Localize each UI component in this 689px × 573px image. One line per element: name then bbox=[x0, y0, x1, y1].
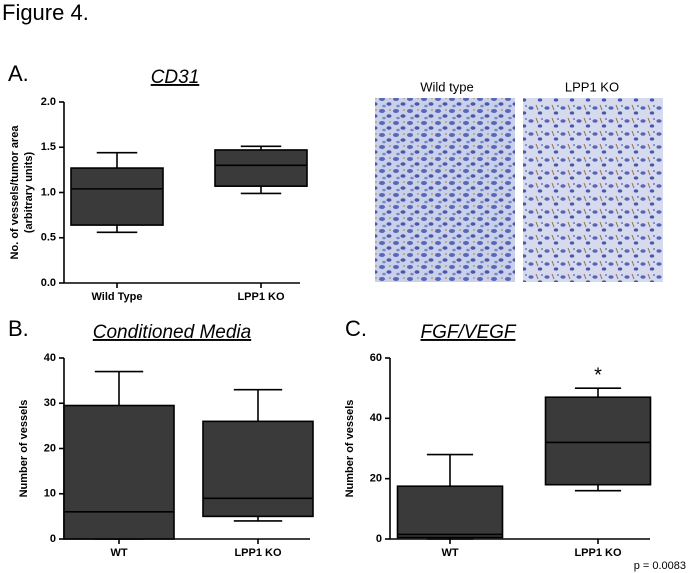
x-tick-label: Wild Type bbox=[91, 291, 142, 303]
chart-title: FGF/VEGF bbox=[421, 322, 517, 343]
box bbox=[396, 485, 504, 539]
y-tick-label: 1.0 bbox=[41, 186, 56, 198]
y-axis-label-line: No. of vessels/tumor area bbox=[9, 125, 21, 260]
chart-title: Conditioned Media bbox=[93, 322, 251, 343]
figure-title: Figure 4. bbox=[2, 0, 89, 25]
micrograph-label: LPP1 KO bbox=[565, 79, 619, 94]
y-tick-label: 40 bbox=[370, 412, 382, 424]
chart-title: CD31 bbox=[151, 67, 200, 88]
micrograph bbox=[375, 98, 515, 282]
y-tick-label: 0 bbox=[50, 533, 56, 545]
panel-label: B. bbox=[8, 316, 29, 341]
panel-label: A. bbox=[8, 61, 29, 86]
y-tick-label: 40 bbox=[44, 352, 56, 364]
y-tick-label: 1.5 bbox=[41, 141, 56, 153]
y-tick-label: 60 bbox=[370, 352, 382, 364]
p-value: p = 0.0083 bbox=[634, 560, 686, 572]
x-tick-label: LPP1 KO bbox=[237, 291, 285, 303]
y-tick-label: 20 bbox=[44, 442, 56, 454]
y-tick-label: 0 bbox=[376, 533, 382, 545]
y-axis-label: No. of vessels/tumor area (arbitrary unit… bbox=[9, 125, 35, 260]
box bbox=[63, 404, 175, 540]
y-tick-label: 0.5 bbox=[41, 232, 56, 244]
x-tick-label: LPP1 KO bbox=[574, 547, 622, 559]
y-axis-label-line: (arbitrary units) bbox=[23, 152, 35, 234]
significance: * bbox=[594, 364, 602, 386]
micrograph bbox=[523, 98, 663, 282]
y-axis-label: Number of vessels bbox=[18, 400, 30, 498]
box bbox=[70, 167, 164, 226]
y-tick-label: 2.0 bbox=[41, 96, 56, 108]
y-tick-label: 0.0 bbox=[41, 277, 56, 289]
micrograph-label: Wild type bbox=[420, 79, 473, 94]
y-tick-label: 20 bbox=[370, 473, 382, 485]
y-tick-label: 30 bbox=[44, 397, 56, 409]
box bbox=[214, 149, 308, 187]
box bbox=[202, 420, 314, 518]
y-tick-label: 10 bbox=[44, 488, 56, 500]
x-tick-label: WT bbox=[110, 547, 127, 559]
x-tick-label: LPP1 KO bbox=[234, 547, 282, 559]
y-axis-label: Number of vessels bbox=[344, 400, 356, 498]
panel-label: C. bbox=[345, 316, 367, 341]
box bbox=[544, 396, 652, 486]
x-tick-label: WT bbox=[441, 547, 458, 559]
